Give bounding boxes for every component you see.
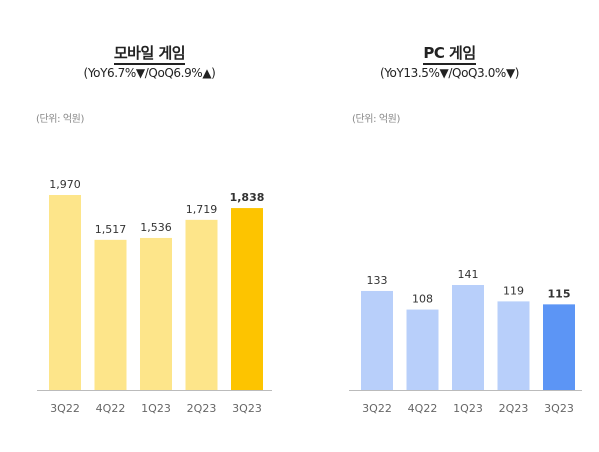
data-label: 1,838 (230, 191, 265, 204)
x-tick-label: 2Q23 (499, 402, 529, 415)
bar (185, 219, 218, 390)
pc-game-panel: PC 게임 (YoY13.5%▼/QoQ3.0%▼) (단위: 억원) (300, 0, 599, 452)
bar (497, 301, 530, 390)
x-tick-label: 2Q23 (187, 402, 217, 415)
data-label: 119 (503, 284, 524, 297)
x-tick-label: 3Q23 (544, 402, 574, 415)
unit-label: (단위: 억원) (36, 114, 84, 125)
data-label: 115 (548, 287, 571, 300)
chart-subtitle: (YoY6.7%▼/QoQ6.9%▲) (83, 66, 216, 80)
x-tick-label: 1Q23 (453, 402, 483, 415)
data-label: 1,970 (49, 178, 81, 191)
x-tick-label: 4Q22 (408, 402, 438, 415)
bar (140, 237, 172, 390)
bar (94, 239, 127, 390)
x-tick-label: 3Q22 (50, 402, 80, 415)
chart-subtitle: (YoY13.5%▼/QoQ3.0%▼) (379, 66, 520, 80)
data-label: 108 (412, 293, 433, 306)
bar (543, 304, 575, 390)
bar (361, 290, 393, 390)
x-tick-label: 3Q23 (232, 402, 262, 415)
data-label: 133 (367, 274, 388, 287)
x-tick-label: 4Q22 (96, 402, 126, 415)
data-label: 1,517 (95, 223, 127, 236)
bar (406, 309, 439, 390)
unit-label: (단위: 억원) (352, 114, 400, 125)
data-label: 1,536 (140, 221, 172, 234)
x-tick-label: 1Q23 (141, 402, 171, 415)
bar (49, 195, 81, 390)
mobile-game-panel: 모바일 게임 (YoY6.7%▼/QoQ6.9%▲) (단위: 억원) (0, 0, 299, 452)
chart-title: PC 게임 (300, 42, 599, 65)
bar (231, 208, 263, 390)
bar (452, 285, 484, 390)
data-label: 1,719 (186, 203, 218, 216)
data-label: 141 (458, 268, 479, 281)
x-tick-label: 3Q22 (362, 402, 392, 415)
chart-title: 모바일 게임 (0, 42, 299, 65)
